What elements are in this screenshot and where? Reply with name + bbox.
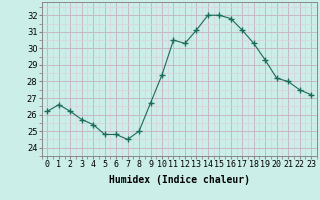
X-axis label: Humidex (Indice chaleur): Humidex (Indice chaleur) xyxy=(109,175,250,185)
